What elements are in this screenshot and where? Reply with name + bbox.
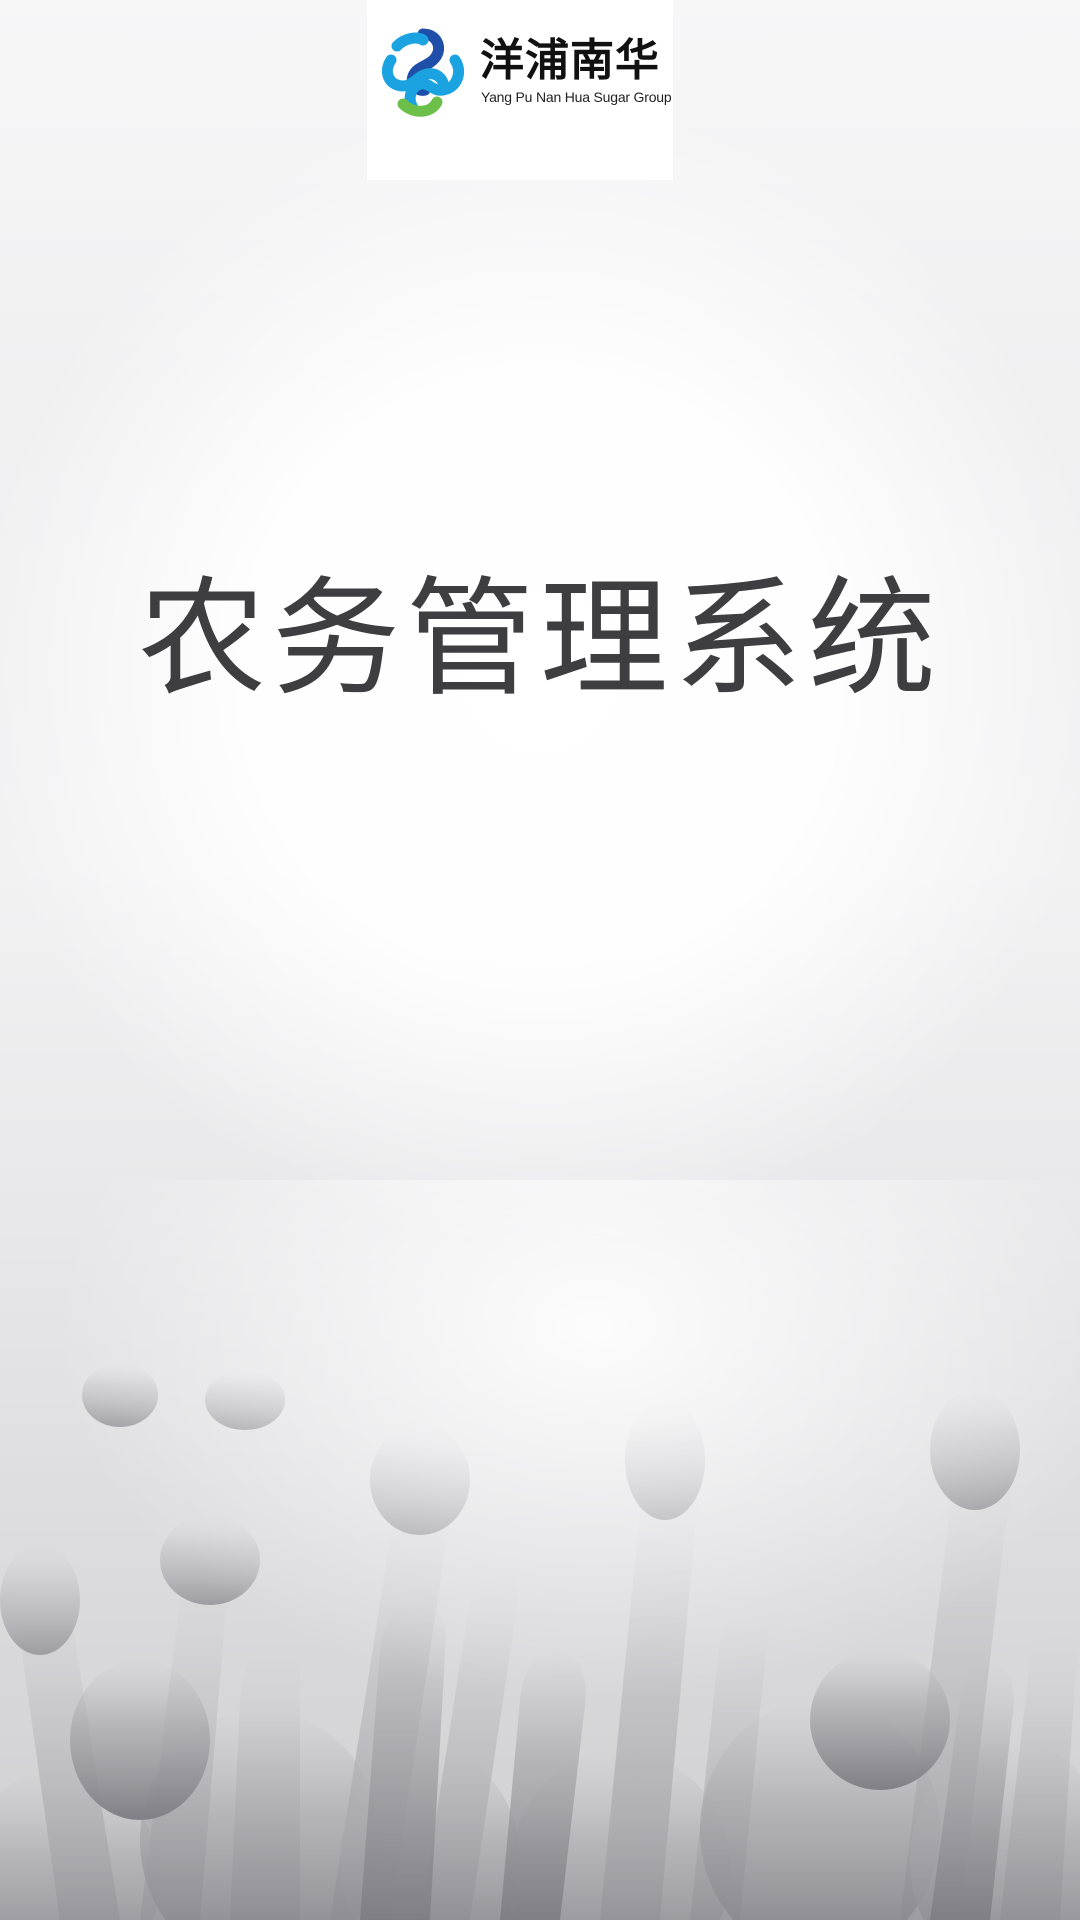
crowd-background-image bbox=[0, 1180, 1080, 1920]
brand-logo: 洋浦南华 Yang Pu Nan Hua Sugar Group bbox=[367, 0, 673, 180]
brand-knot-logo-icon bbox=[382, 28, 464, 117]
brand-name-en: Yang Pu Nan Hua Sugar Group bbox=[481, 89, 672, 105]
brand-name-cn: 洋浦南华 bbox=[480, 35, 660, 86]
app-title: 农务管理系统 bbox=[137, 565, 942, 714]
